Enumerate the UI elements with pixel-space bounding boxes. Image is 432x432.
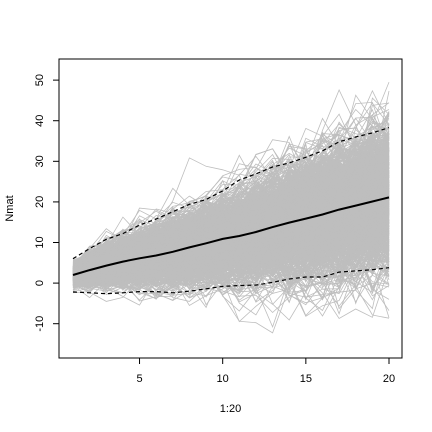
simulation-line: [72, 166, 390, 287]
lower-line: [72, 267, 390, 295]
simulation-line: [72, 133, 390, 289]
simulation-line: [72, 182, 390, 271]
x-tick-label: 10: [217, 373, 229, 385]
y-tick-label: -10: [34, 316, 46, 332]
y-tick-label: 50: [34, 74, 46, 86]
simulation-line: [72, 223, 390, 291]
simulation-lines-layer: [72, 81, 390, 334]
simulation-line: [72, 137, 390, 273]
simulation-line: [72, 165, 390, 273]
upper-line: [72, 127, 390, 260]
x-axis: 5 10 15 20: [136, 357, 395, 385]
simulation-line: [72, 149, 390, 279]
simulation-line: [72, 89, 390, 275]
y-axis: -10 0 10 20 30 40 50: [34, 74, 60, 332]
simulation-line: [72, 187, 390, 285]
simulation-line: [72, 90, 390, 268]
simulation-line: [72, 170, 390, 288]
x-axis-title: 1:20: [220, 403, 241, 415]
simulation-line: [72, 193, 390, 280]
simulation-line: [72, 196, 390, 290]
simulation-line: [72, 177, 390, 278]
simulation-line: [72, 147, 390, 275]
y-tick-label: 10: [34, 236, 46, 248]
y-tick-label: 0: [34, 280, 46, 286]
y-tick-label: 40: [34, 115, 46, 127]
simulation-line: [72, 167, 390, 274]
x-tick-label: 15: [300, 373, 312, 385]
simulation-line: [72, 165, 390, 281]
y-tick-label: 30: [34, 155, 46, 167]
simulation-line: [72, 178, 390, 279]
simulation-line: [72, 154, 390, 277]
simulation-line: [72, 132, 390, 275]
x-tick-label: 20: [383, 373, 395, 385]
mean-line: [72, 196, 390, 276]
y-axis-title: Nmat: [4, 195, 16, 221]
simulation-line: [72, 151, 390, 279]
y-tick-label: 20: [34, 196, 46, 208]
simulation-line: [72, 199, 390, 281]
quantile-lines-layer: [72, 127, 390, 295]
x-tick-label: 5: [136, 373, 142, 385]
simulation-line: [72, 137, 390, 279]
